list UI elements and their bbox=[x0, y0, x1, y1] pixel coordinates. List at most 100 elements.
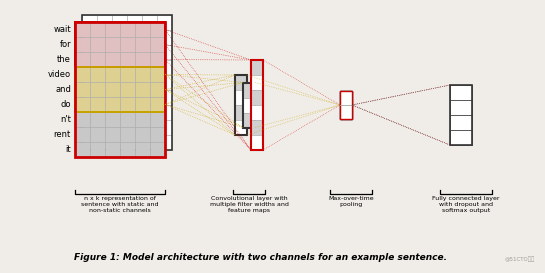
Bar bbox=[135, 82, 150, 97]
Bar bbox=[135, 97, 150, 112]
Bar bbox=[235, 120, 247, 135]
Bar bbox=[243, 97, 255, 112]
Bar bbox=[82, 90, 97, 105]
Bar bbox=[157, 30, 172, 45]
Bar bbox=[157, 75, 172, 90]
Bar bbox=[157, 135, 172, 150]
Bar bbox=[142, 60, 157, 75]
Bar bbox=[150, 127, 165, 142]
Bar bbox=[142, 30, 157, 45]
Text: @51CTO博客: @51CTO博客 bbox=[505, 256, 535, 262]
Bar bbox=[157, 15, 172, 30]
Bar bbox=[75, 22, 165, 67]
Text: for: for bbox=[59, 40, 71, 49]
Bar bbox=[157, 45, 172, 60]
Bar bbox=[90, 67, 105, 82]
Bar bbox=[82, 135, 97, 150]
Bar bbox=[235, 90, 247, 105]
Bar bbox=[251, 60, 263, 150]
Bar bbox=[105, 82, 120, 97]
Bar bbox=[90, 112, 105, 127]
Bar bbox=[97, 30, 112, 45]
Bar bbox=[243, 82, 255, 127]
Bar bbox=[135, 127, 150, 142]
Bar bbox=[90, 22, 105, 37]
Bar bbox=[112, 120, 127, 135]
Bar bbox=[127, 45, 142, 60]
Bar bbox=[75, 127, 90, 142]
Bar bbox=[105, 22, 120, 37]
Bar bbox=[112, 135, 127, 150]
Bar bbox=[120, 82, 135, 97]
Bar bbox=[112, 90, 127, 105]
Text: Max-over-time
pooling: Max-over-time pooling bbox=[328, 196, 374, 207]
Bar bbox=[97, 90, 112, 105]
Bar bbox=[235, 105, 247, 120]
Bar bbox=[450, 100, 472, 115]
Bar bbox=[150, 67, 165, 82]
Text: and: and bbox=[55, 85, 71, 94]
Bar bbox=[82, 120, 97, 135]
Bar bbox=[127, 120, 142, 135]
Bar bbox=[150, 142, 165, 157]
Bar bbox=[150, 97, 165, 112]
Bar bbox=[75, 67, 165, 112]
Bar bbox=[235, 75, 247, 135]
Bar bbox=[142, 120, 157, 135]
Bar bbox=[243, 82, 255, 97]
Bar bbox=[97, 75, 112, 90]
Bar bbox=[340, 91, 352, 119]
Bar bbox=[82, 15, 172, 150]
Text: do: do bbox=[60, 100, 71, 109]
Bar bbox=[105, 142, 120, 157]
Bar bbox=[127, 135, 142, 150]
Bar bbox=[235, 75, 247, 90]
Bar bbox=[120, 22, 135, 37]
Bar bbox=[127, 75, 142, 90]
Bar bbox=[120, 112, 135, 127]
Text: wait: wait bbox=[53, 25, 71, 34]
Bar bbox=[75, 52, 90, 67]
Bar bbox=[97, 105, 112, 120]
Bar bbox=[90, 127, 105, 142]
Text: it: it bbox=[65, 145, 71, 154]
Bar bbox=[120, 67, 135, 82]
Bar bbox=[90, 97, 105, 112]
Bar bbox=[135, 67, 150, 82]
Bar bbox=[75, 112, 90, 127]
Bar bbox=[157, 120, 172, 135]
Bar bbox=[251, 60, 263, 75]
Bar bbox=[97, 135, 112, 150]
Bar bbox=[150, 52, 165, 67]
Bar bbox=[135, 142, 150, 157]
Bar bbox=[142, 135, 157, 150]
Bar bbox=[120, 142, 135, 157]
Bar bbox=[135, 52, 150, 67]
Bar bbox=[120, 52, 135, 67]
Bar bbox=[112, 15, 127, 30]
Bar bbox=[157, 90, 172, 105]
Bar bbox=[112, 60, 127, 75]
Bar bbox=[75, 22, 90, 37]
Bar bbox=[90, 52, 105, 67]
Bar bbox=[142, 45, 157, 60]
Bar bbox=[142, 90, 157, 105]
Bar bbox=[340, 91, 352, 119]
Bar bbox=[450, 115, 472, 130]
Bar bbox=[82, 45, 97, 60]
Bar bbox=[127, 90, 142, 105]
Bar bbox=[135, 112, 150, 127]
Bar bbox=[150, 22, 165, 37]
Bar bbox=[97, 15, 112, 30]
Bar bbox=[127, 15, 142, 30]
Bar bbox=[251, 75, 263, 90]
Bar bbox=[82, 75, 97, 90]
Bar bbox=[90, 142, 105, 157]
Bar bbox=[82, 30, 97, 45]
Bar bbox=[135, 22, 150, 37]
Bar bbox=[150, 112, 165, 127]
Bar bbox=[243, 112, 255, 127]
Bar bbox=[105, 67, 120, 82]
Bar bbox=[112, 45, 127, 60]
Bar bbox=[105, 127, 120, 142]
